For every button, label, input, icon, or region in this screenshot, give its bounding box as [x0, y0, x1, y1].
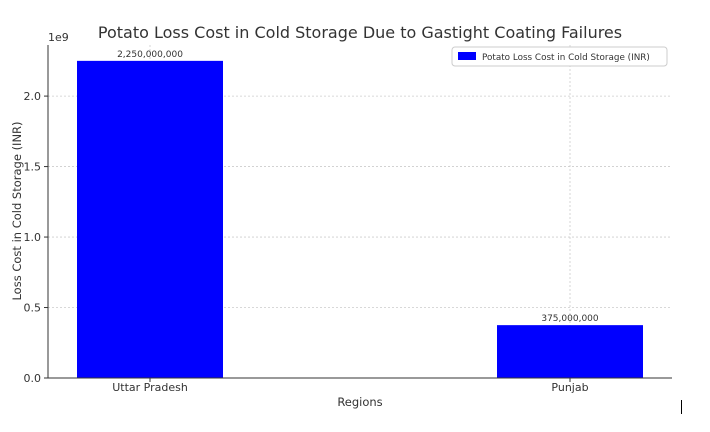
data-labels: 2,250,000,000 375,000,000 — [117, 50, 599, 324]
legend-label: Potato Loss Cost in Cold Storage (INR) — [482, 53, 650, 63]
bar — [77, 60, 223, 378]
legend: Potato Loss Cost in Cold Storage (INR) — [451, 46, 668, 67]
y-axis-label: Loss Cost in Cold Storage (INR) — [10, 121, 24, 300]
legend-frame — [451, 46, 668, 67]
data-label: 2,250,000,000 — [117, 50, 183, 60]
y-tick-label: 2.0 — [24, 90, 42, 103]
legend-swatch — [458, 52, 476, 60]
y-tick-label: 0.5 — [24, 302, 42, 315]
y-tick-label: 1.0 — [24, 231, 42, 244]
bars — [77, 60, 643, 378]
bar — [497, 325, 643, 378]
y-tick-label: 0.0 — [24, 372, 42, 385]
y-tick-label: 1.5 — [24, 161, 42, 174]
x-axis-label: Regions — [337, 395, 382, 409]
data-label: 375,000,000 — [541, 314, 599, 324]
text-cursor-icon — [681, 400, 682, 414]
chart-title: Potato Loss Cost in Cold Storage Due to … — [98, 23, 622, 42]
x-ticks: Uttar Pradesh Punjab — [112, 378, 589, 394]
y-offset-text: 1e9 — [48, 31, 69, 44]
y-ticks: 0.0 0.5 1.0 1.5 2.0 — [24, 90, 48, 385]
x-tick-label: Punjab — [551, 381, 588, 394]
x-tick-label: Uttar Pradesh — [112, 381, 188, 394]
